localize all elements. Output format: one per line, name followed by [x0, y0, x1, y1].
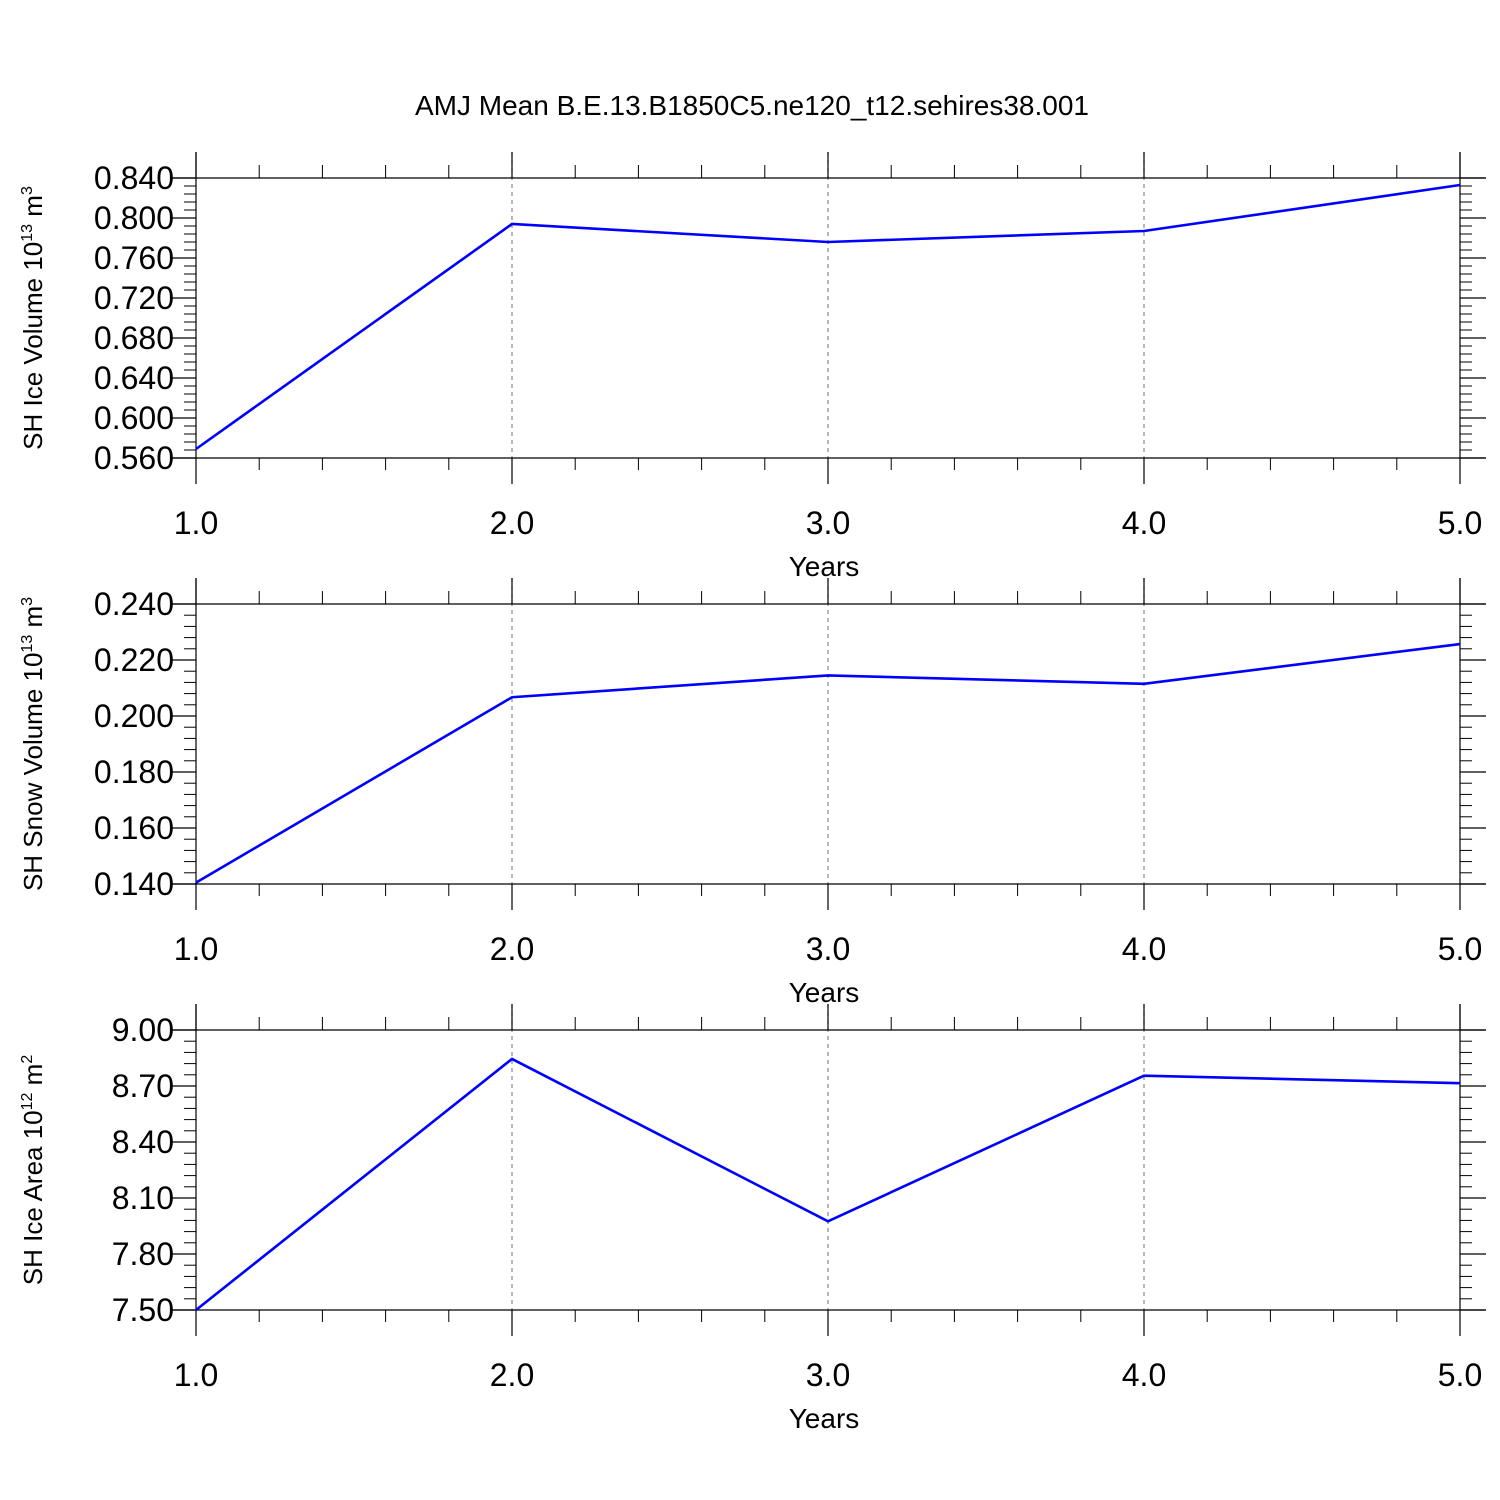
- y-axis-label-part: SH Ice Volume 10: [18, 242, 48, 450]
- y-tick-label: 8.40: [112, 1124, 174, 1160]
- x-tick-label: 3.0: [806, 931, 850, 967]
- x-tick-label: 5.0: [1438, 1357, 1482, 1393]
- x-tick-label: 2.0: [490, 931, 534, 967]
- y-tick-label: 7.50: [112, 1292, 174, 1328]
- panel-1: 1.0 2.0 3.0 4.0 5.0 Years 0.560 0.600 0.640 0.680…: [18, 152, 1486, 582]
- y-tick-label: 0.600: [94, 400, 174, 436]
- y-axis-label-superscript: 12: [19, 1092, 36, 1110]
- y-tick-label: 0.840: [94, 160, 174, 196]
- y-tick-label: 0.720: [94, 280, 174, 316]
- y-tick-label: 0.180: [94, 754, 174, 790]
- y-tick-label: 0.680: [94, 320, 174, 356]
- y-axis-label-superscript: 3: [19, 186, 36, 195]
- y-axis-label-part: m: [18, 606, 48, 635]
- y-axis-label: SH Ice Volume 1013 m3: [18, 186, 48, 450]
- x-axis-label: Years: [789, 977, 860, 1008]
- y-axis-label-part: m: [18, 1064, 48, 1093]
- y-axis-label-part: SH Ice Area 10: [18, 1110, 48, 1285]
- y-tick-label: 0.800: [94, 200, 174, 236]
- x-axis-label: Years: [789, 1403, 860, 1434]
- y-axis-label-superscript: 3: [19, 597, 36, 606]
- y-axis-label: SH Ice Area 1012 m2: [18, 1055, 48, 1286]
- y-tick-label: 0.240: [94, 586, 174, 622]
- y-tick-label: 0.560: [94, 440, 174, 476]
- y-tick-label: 8.10: [112, 1180, 174, 1216]
- x-tick-label: 1.0: [174, 505, 218, 541]
- panels-group: 1.0 2.0 3.0 4.0 5.0 Years 0.560 0.600 0.640 0.680…: [18, 152, 1486, 1434]
- y-axis-label-superscript: 13: [19, 224, 36, 242]
- figure-title: AMJ Mean B.E.13.B1850C5.ne120_t12.sehire…: [415, 90, 1089, 121]
- y-tick-label: 9.00: [112, 1012, 174, 1048]
- y-tick-label: 0.640: [94, 360, 174, 396]
- y-tick-label: 0.160: [94, 810, 174, 846]
- x-tick-label: 4.0: [1122, 931, 1166, 967]
- x-tick-label: 5.0: [1438, 931, 1482, 967]
- y-axis-label-part: SH Snow Volume 10: [18, 653, 48, 891]
- y-tick-label: 0.220: [94, 642, 174, 678]
- x-tick-label: 1.0: [174, 1357, 218, 1393]
- x-tick-label: 4.0: [1122, 505, 1166, 541]
- y-tick-label: 8.70: [112, 1068, 174, 1104]
- x-axis-label: Years: [789, 551, 860, 582]
- x-tick-label: 5.0: [1438, 505, 1482, 541]
- x-tick-label: 3.0: [806, 505, 850, 541]
- y-axis-label: SH Snow Volume 1013 m3: [18, 597, 48, 891]
- y-tick-label: 0.200: [94, 698, 174, 734]
- x-tick-label: 1.0: [174, 931, 218, 967]
- y-axis-label-part: m: [18, 195, 48, 224]
- x-tick-label: 4.0: [1122, 1357, 1166, 1393]
- x-tick-label: 3.0: [806, 1357, 850, 1393]
- panel-2: 1.0 2.0 3.0 4.0 5.0 Years 0.140 0.160 0.180 0.200…: [18, 578, 1486, 1008]
- y-tick-label: 0.140: [94, 866, 174, 902]
- x-tick-label: 2.0: [490, 505, 534, 541]
- panel-3: 1.0 2.0 3.0 4.0 5.0 Years 7.50 7.80 8.10 8.40 8.70…: [18, 1004, 1486, 1434]
- y-tick-label: 7.80: [112, 1236, 174, 1272]
- y-tick-label: 0.760: [94, 240, 174, 276]
- x-tick-label: 2.0: [490, 1357, 534, 1393]
- y-axis-label-superscript: 2: [19, 1055, 36, 1064]
- y-axis-label-superscript: 13: [19, 635, 36, 653]
